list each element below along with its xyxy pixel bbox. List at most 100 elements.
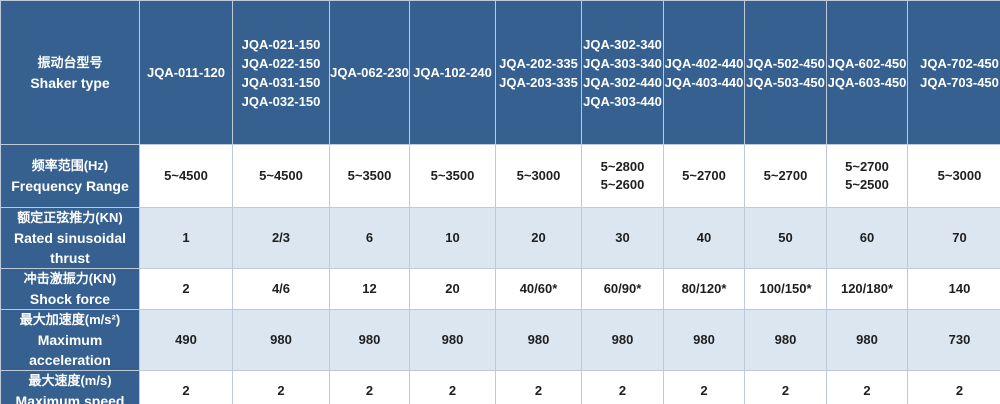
table-cell: 140 [908,269,1000,309]
table-cell: 5~2800 5~2600 [582,145,663,207]
cell-line: 980 [774,332,797,347]
cell-line: 5~3500 [347,168,392,183]
model-number: JQA-203-335 [499,74,578,90]
table-cell: 980 [330,310,409,370]
model-number: JQA-062-230 [330,65,409,80]
column-header: JQA-202-335 JQA-203-335 [496,1,581,144]
cell-line: 2 [700,383,708,398]
table-cell: 2 [140,371,232,404]
cell-line: 140 [948,281,971,296]
table-row: 冲击激振力(KN) Shock force 2 4/6 12 20 40/60* 60/90*… [1,269,1000,309]
cell-line: 6 [365,230,374,245]
model-number: JQA-031-150 [241,74,321,90]
table-cell: 5~3500 [330,145,409,207]
table-row: 频率范围(Hz) Frequency Range 5~4500 5~4500 5~350… [1,145,1000,207]
table-cell: 40 [664,208,744,268]
cell-line: 120/180* [840,281,894,296]
table-cell: 980 [496,310,581,370]
table-cell: 2 [827,371,907,404]
cell-line: 20 [445,281,460,296]
cell-line: 5~2700 [763,168,808,183]
table-cell: 2 [496,371,581,404]
row-label-cn: 最大加速度(m/s²) [19,312,121,327]
table-cell: 60/90* [582,269,663,309]
cell-line: 2/3 [271,230,291,245]
cell-line: 1 [182,230,190,245]
cell-line: 980 [856,332,878,347]
row-header: 最大速度(m/s) Maximum speed [1,371,139,404]
cell-line: 730 [948,332,971,347]
model-number: JQA-022-150 [241,55,321,71]
cell-line: 80/120* [681,281,727,296]
table-cell: 5~4500 [140,145,232,207]
table-cell: 5~3500 [410,145,495,207]
cell-line: 980 [441,332,464,347]
row-label-cn: 额定正弦推力(KN) [17,210,123,225]
cell-line: 5~3000 [516,168,561,183]
table-cell: 2 [908,371,1000,404]
cell-line: 5~2700 [845,159,889,174]
model-number: JQA-703-450 [920,74,999,90]
row-label-en: Frequency Range [11,178,129,194]
row-label-cn: 频率范围(Hz) [31,158,109,173]
cell-line: 2 [277,383,285,398]
table-cell: 60 [827,208,907,268]
cell-line: 4/6 [271,281,291,296]
cell-line: 20 [531,230,546,245]
cell-line: 980 [527,332,550,347]
row-label-en: Maximum speed [15,393,125,404]
table-cell: 980 [745,310,826,370]
model-number: JQA-602-450 [827,55,907,71]
table-cell: 2 [745,371,826,404]
model-number: JQA-603-450 [827,74,907,90]
model-number: JQA-032-150 [241,93,321,109]
model-number: JQA-202-335 [499,55,578,71]
cell-line: 5~3000 [937,168,982,183]
table-cell: 2 [582,371,663,404]
row-header: 额定正弦推力(KN) Rated sinusoidal thrust [1,208,139,268]
corner-header-en: Shaker type [30,74,110,91]
cell-line: 5~2700 [682,168,726,183]
model-number: JQA-302-340 [583,36,662,52]
cell-line: 2 [863,383,871,398]
cell-line: 30 [615,230,630,245]
table-cell: 70 [908,208,1000,268]
column-header: JQA-402-440 JQA-403-440 [664,1,744,144]
table-cell: 5~2700 [664,145,744,207]
row-header: 最大加速度(m/s²) Maximum acceleration [1,310,139,370]
cell-line: 5~2600 [600,177,645,192]
cell-line: 50 [778,230,793,245]
corner-header-cn: 振动台型号 [37,54,103,70]
table-cell: 5~4500 [233,145,329,207]
model-number: JQA-403-440 [664,74,744,90]
table-cell: 40/60* [496,269,581,309]
table-row: 最大加速度(m/s²) Maximum acceleration 490 980 980… [1,310,1000,370]
table-cell: 100/150* [745,269,826,309]
cell-line: 2 [781,383,790,398]
column-header: JQA-602-450 JQA-603-450 [827,1,907,144]
model-number: JQA-702-450 [920,55,999,71]
cell-line: 2 [534,383,543,398]
table-cell: 5~2700 [745,145,826,207]
table-cell: 980 [410,310,495,370]
table-cell: 4/6 [233,269,329,309]
cell-line: 980 [693,332,715,347]
cell-line: 2 [182,383,190,398]
table-cell: 6 [330,208,409,268]
cell-line: 980 [611,332,634,347]
table-cell: 730 [908,310,1000,370]
model-number: JQA-021-150 [241,36,321,52]
column-header: JQA-102-240 [410,1,495,144]
model-number: JQA-102-240 [413,65,492,80]
table-cell: 980 [664,310,744,370]
table-cell: 20 [496,208,581,268]
cell-line: 40 [696,230,712,245]
cell-line: 490 [175,332,197,347]
table-cell: 80/120* [664,269,744,309]
column-header: JQA-702-450 JQA-703-450 [908,1,1000,144]
table-cell: 980 [582,310,663,370]
cell-line: 12 [362,281,377,296]
table-cell: 2 [233,371,329,404]
table-cell: 2 [140,269,232,309]
